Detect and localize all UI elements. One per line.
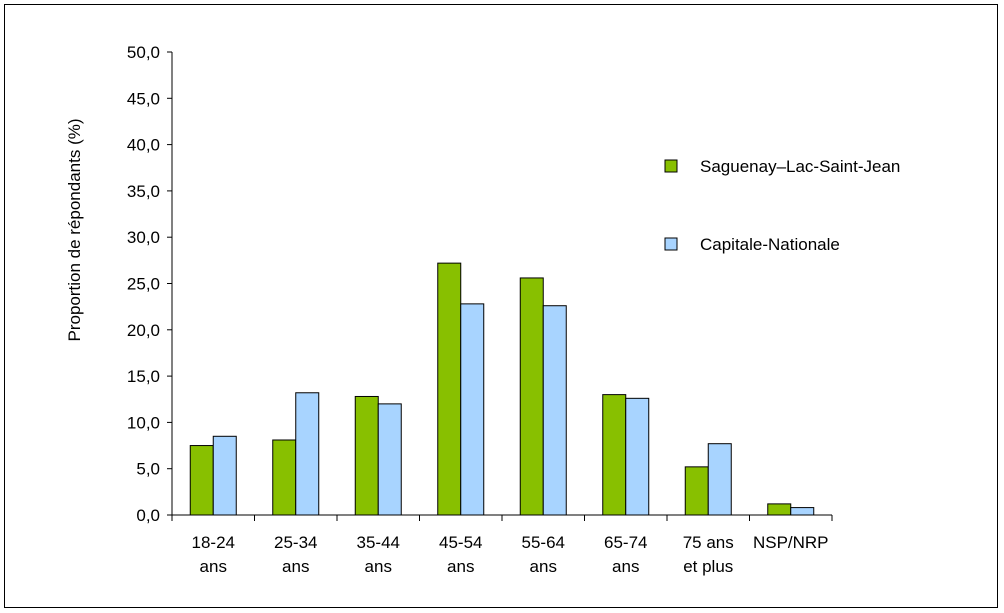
y-tick-label: 20,0 xyxy=(127,321,160,340)
x-tick-label: et plus xyxy=(683,557,733,576)
legend: Saguenay–Lac-Saint-Jean Capitale-National… xyxy=(664,157,900,254)
y-tick-label: 10,0 xyxy=(127,413,160,432)
bar-series-1 xyxy=(519,277,544,516)
bar-series-2 xyxy=(790,507,815,516)
bar-series-1 xyxy=(437,262,462,516)
y-tick-label: 30,0 xyxy=(127,228,160,247)
bar-series-2 xyxy=(295,392,320,516)
x-tick-label: ans xyxy=(530,557,557,576)
bar-series-2 xyxy=(707,443,732,516)
chart-frame xyxy=(4,4,998,608)
bar-series-1 xyxy=(684,466,709,516)
bar-series-1 xyxy=(602,394,627,516)
bar-series-2 xyxy=(460,303,485,516)
x-axis: 18-24 ans 25-34 ans 35-44 ans 45-54 ans 55-64 ans… xyxy=(171,514,833,576)
bar-series-1 xyxy=(189,445,214,516)
legend-label: Capitale-Nationale xyxy=(700,235,840,254)
y-tick-label: 0,0 xyxy=(136,506,160,525)
y-tick-label: 15,0 xyxy=(127,367,160,386)
y-tick-label: 35,0 xyxy=(127,182,160,201)
y-tick-label: 50,0 xyxy=(127,43,160,62)
y-tick-label: 45,0 xyxy=(127,89,160,108)
bar-series-1 xyxy=(272,439,297,516)
x-tick-label: ans xyxy=(612,557,639,576)
x-tick-label: ans xyxy=(365,557,392,576)
bar-series-1 xyxy=(354,395,379,516)
x-tick-label: 25-34 xyxy=(274,533,317,552)
y-tick-label: 40,0 xyxy=(127,136,160,155)
x-tick-label: ans xyxy=(447,557,474,576)
x-tick-label: ans xyxy=(282,557,309,576)
legend-swatch xyxy=(664,237,678,251)
legend-label: Saguenay–Lac-Saint-Jean xyxy=(700,157,900,176)
x-tick-label: 45-54 xyxy=(439,533,482,552)
bar-series-2 xyxy=(625,397,650,516)
x-tick-label: ans xyxy=(200,557,227,576)
x-tick-label: 18-24 xyxy=(192,533,235,552)
x-tick-label: 35-44 xyxy=(357,533,400,552)
bar-series-2 xyxy=(377,403,402,516)
y-axis-ticks: 0,0 5,0 10,0 15,0 20,0 25,0 30,0 35,0 40,0 45,0 50… xyxy=(127,43,173,525)
x-tick-label: 65-74 xyxy=(604,533,647,552)
bar-series-2 xyxy=(212,435,237,516)
y-tick-label: 5,0 xyxy=(136,460,160,479)
x-tick-label: NSP/NRP xyxy=(753,533,829,552)
y-axis-label: Proportion de répondants (%) xyxy=(65,118,84,341)
x-tick-label: 75 ans xyxy=(683,533,734,552)
y-tick-label: 25,0 xyxy=(127,275,160,294)
bar-series-2 xyxy=(542,305,567,516)
bars xyxy=(189,262,815,516)
x-tick-label: 55-64 xyxy=(522,533,565,552)
bar-series-1 xyxy=(767,503,792,516)
legend-swatch xyxy=(664,159,678,173)
